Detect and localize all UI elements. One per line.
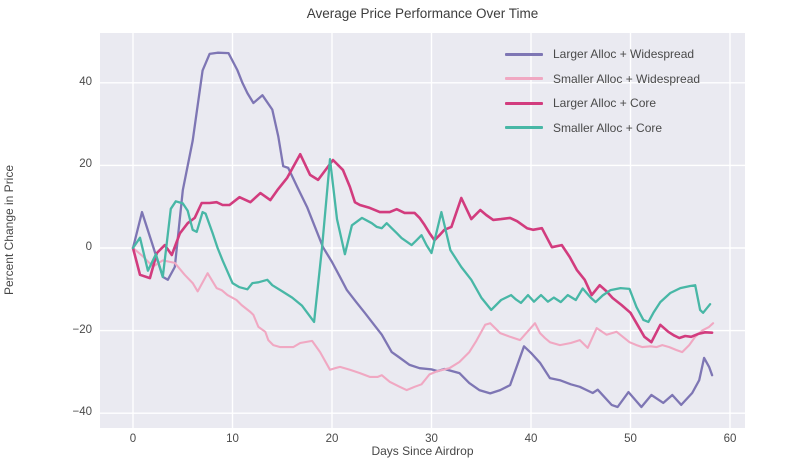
legend-line-swatch-icon [505,101,543,105]
series-line [131,51,714,409]
x-tick-label: 20 [325,433,339,445]
x-axis-label: Days Since Airdrop [371,444,474,458]
plot-area [100,33,745,428]
y-tick-label: −20 [72,323,92,336]
y-axis-label: Percent Change in Price [2,164,16,296]
x-tick-label: 60 [723,433,737,445]
x-tick-label: 40 [524,433,538,445]
legend-label: Smaller Alloc + Widespread [553,71,701,86]
legend: Larger Alloc + Widespread Smaller Alloc +… [505,42,700,140]
legend-label: Larger Alloc + Core [553,96,657,111]
legend-item: Smaller Alloc + Widespread [505,67,700,92]
gridlines [100,33,745,428]
x-tick-label: 50 [624,433,637,445]
y-tick-label: −40 [72,406,92,419]
series-lines [131,51,715,409]
legend-line-swatch-icon [505,77,543,81]
legend-line-swatch-icon [505,52,543,56]
legend-item: Larger Alloc + Core [505,91,700,116]
y-tick-label: 0 [85,241,92,253]
y-tick-label: 40 [79,75,92,88]
x-tick-label: 30 [425,433,438,445]
legend-item: Larger Alloc + Widespread [505,42,700,67]
y-tick-label: 20 [79,158,92,171]
series-line [131,158,712,324]
x-tick-label: 0 [129,433,137,445]
legend-line-swatch-icon [505,126,543,130]
x-tick-label: 10 [226,433,239,445]
legend-item: Smaller Alloc + Core [505,116,700,141]
legend-label: Larger Alloc + Widespread [553,47,695,62]
series-line [131,246,715,392]
chart-title: Average Price Performance Over Time [306,6,539,21]
legend-label: Smaller Alloc + Core [553,120,663,135]
